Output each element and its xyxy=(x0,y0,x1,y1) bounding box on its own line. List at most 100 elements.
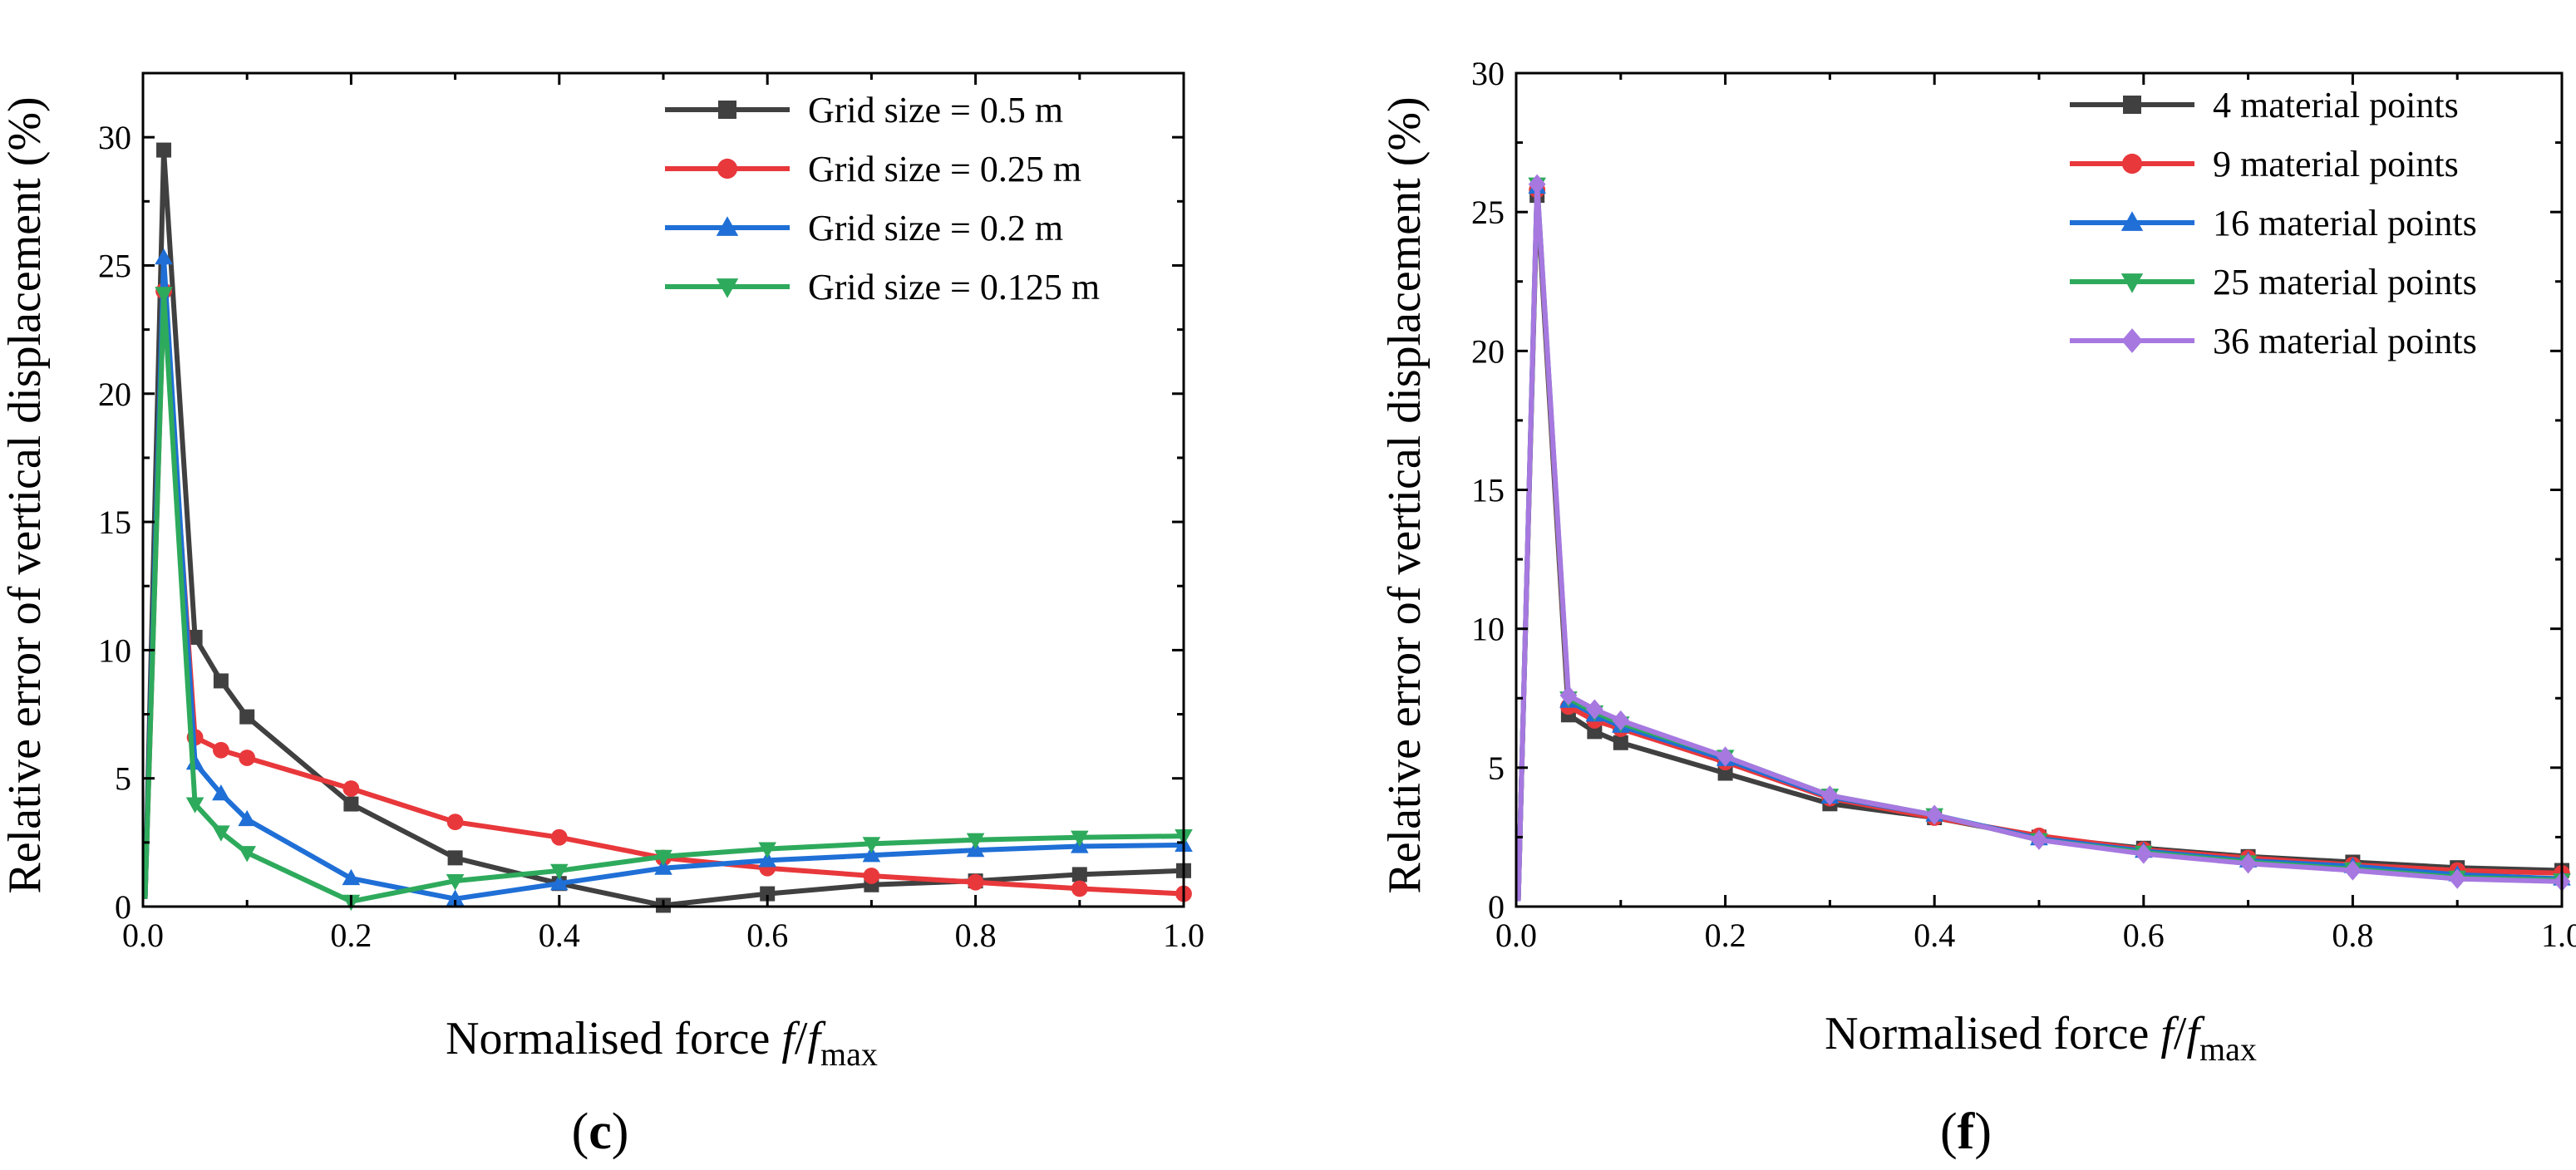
chart-c-point-grid-size-0-125-m xyxy=(155,287,173,303)
chart-f-x-tick-label: 0.2 xyxy=(1705,917,1746,954)
chart-f-x-axis-title: Normalised force f/fmax xyxy=(1825,1008,2257,1068)
chart-c-point-grid-size-0-2-m xyxy=(550,873,569,891)
chart-f-legend-label-16-material-points: 16 material points xyxy=(2213,203,2477,243)
chart-c-ticks: 0.0 0.2 0.4 0.6 0.8 1.0 0 5 10 15 20 25 30 xyxy=(98,71,1204,954)
chart-c-point-grid-size-0-125-m xyxy=(758,842,776,858)
chart-f-point-36-material-points xyxy=(1612,710,1630,731)
chart-c-point-grid-size-0-125-m xyxy=(550,863,569,881)
chart-c-x-title-sub: max xyxy=(820,1035,878,1073)
chart-c-legend-marker-grid-size-0-5-m xyxy=(718,101,736,119)
chart-c-point-grid-size-0-25-m xyxy=(342,780,360,797)
chart-c-x-tick-label: 0.6 xyxy=(746,917,788,954)
chart-f-panel-close: ) xyxy=(1974,1104,1992,1160)
chart-c-legend-label-grid-size-0-2-m: Grid size = 0.2 m xyxy=(808,208,1063,248)
chart-c-x-title-prefix: Normalised force xyxy=(446,1013,781,1064)
chart-f-x-tick-label: 0.4 xyxy=(1914,917,1955,954)
chart-c-panel-letter: c xyxy=(589,1104,612,1160)
chart-c-point-grid-size-0-125-m xyxy=(238,846,256,863)
chart-f-y-tick-label: 25 xyxy=(1471,194,1505,231)
chart-c-x-title-slash: / xyxy=(795,1013,808,1064)
chart-c-y-tick-label: 25 xyxy=(98,247,131,284)
chart-c-point-grid-size-0-125-m xyxy=(654,849,672,867)
chart-c-point-grid-size-0-5-m xyxy=(213,673,229,689)
chart-c-series-line-grid-size-0-2-m xyxy=(142,255,1185,902)
chart-c-y-tick-label: 20 xyxy=(98,376,131,413)
chart-c-point-grid-size-0-5-m xyxy=(343,796,359,812)
chart-c-point-grid-size-0-5-m xyxy=(156,142,172,158)
chart-c-legend-label-grid-size-0-25-m: Grid size = 0.25 m xyxy=(808,149,1081,189)
chart-f-x-tick-label: 0.8 xyxy=(2332,917,2373,954)
chart-f-y-tick-label: 30 xyxy=(1471,55,1505,92)
chart-c-point-grid-size-0-2-m xyxy=(758,851,776,868)
chart-c-plot-frame xyxy=(141,71,1185,908)
chart-c-x-axis-title: Normalised force f/fmax xyxy=(446,1013,878,1073)
chart-f-point-36-material-points xyxy=(1821,785,1839,806)
chart-c-x-tick-label: 1.0 xyxy=(1163,917,1204,954)
chart-c-panel-open: ( xyxy=(572,1104,589,1160)
chart-f-legend-marker-36-material-points xyxy=(2121,328,2143,353)
chart-c-legend-marker-grid-size-0-25-m xyxy=(717,158,738,179)
chart-c-point-grid-size-0-5-m xyxy=(187,629,203,645)
chart-c-x-tick-label: 0.2 xyxy=(330,917,372,954)
chart-f-panel-open: ( xyxy=(1940,1104,1958,1160)
chart-f-y-tick-label: 20 xyxy=(1471,332,1505,370)
chart-c-legend-marker-grid-size-0-2-m xyxy=(716,216,739,236)
chart-c-point-grid-size-0-2-m xyxy=(238,809,256,827)
chart-f-point-36-material-points xyxy=(1528,174,1546,194)
chart-c-panel-close: ) xyxy=(612,1104,629,1160)
chart-c-legend-label-grid-size-0-125-m: Grid size = 0.125 m xyxy=(808,267,1100,307)
chart-panel-c: 0.0 0.2 0.4 0.6 0.8 1.0 0 5 10 15 20 25 30 Grid size… xyxy=(0,71,1204,1160)
chart-c-point-grid-size-0-5-m xyxy=(760,886,776,902)
chart-c-point-grid-size-0-25-m xyxy=(863,868,880,884)
chart-c-series-line-grid-size-0-5-m xyxy=(142,147,1185,908)
chart-c-point-grid-size-0-5-m xyxy=(447,850,463,866)
chart-f-legend-marker-4-material-points xyxy=(2123,96,2141,114)
chart-f-point-36-material-points xyxy=(1717,746,1734,767)
chart-f-legend-label-25-material-points: 25 material points xyxy=(2213,262,2477,302)
chart-c-point-grid-size-0-2-m xyxy=(155,248,173,265)
chart-f-y-tick-label: 5 xyxy=(1488,750,1505,787)
chart-c-series-line-grid-size-0-125-m xyxy=(142,291,1185,904)
chart-c-point-grid-size-0-25-m xyxy=(1071,880,1088,897)
chart-f-point-4-material-points xyxy=(1587,724,1603,740)
chart-c-point-grid-size-0-25-m xyxy=(213,741,229,759)
chart-f-point-4-material-points xyxy=(1613,735,1628,750)
chart-c-point-grid-size-0-5-m xyxy=(1071,867,1087,882)
chart-c-marks xyxy=(142,142,1193,913)
chart-c-x-tick-label: 0.4 xyxy=(539,917,580,954)
chart-f-point-36-material-points xyxy=(2448,868,2466,889)
chart-f-ticks: 0.0 0.2 0.4 0.6 0.8 1.0 0 5 10 15 20 25 30 xyxy=(1471,55,2576,954)
chart-c-point-grid-size-0-25-m xyxy=(239,750,256,766)
chart-c-point-grid-size-0-2-m xyxy=(446,889,465,906)
chart-f-marks xyxy=(1515,174,2571,902)
chart-c-y-tick-label: 0 xyxy=(115,888,131,926)
chart-f-legend-marker-16-material-points xyxy=(2120,211,2144,231)
chart-f-plot-frame xyxy=(1515,71,2564,908)
chart-c-legend-label-grid-size-0-5-m: Grid size = 0.5 m xyxy=(808,90,1063,130)
chart-f-point-36-material-points xyxy=(2030,829,2048,850)
chart-c-point-grid-size-0-2-m xyxy=(342,868,361,886)
chart-panel-f: 0.0 0.2 0.4 0.6 0.8 1.0 0 5 10 15 20 25 30 4 materia… xyxy=(1379,55,2576,1160)
chart-c-point-grid-size-0-125-m xyxy=(1071,830,1089,847)
chart-f-x-tick-label: 0.6 xyxy=(2123,917,2165,954)
chart-f-x-tick-label: 0.0 xyxy=(1495,917,1537,954)
chart-f-legend-label-4-material-points: 4 material points xyxy=(2213,85,2459,125)
chart-f-legend-label-36-material-points: 36 material points xyxy=(2213,321,2477,361)
chart-f-panel-label: (f) xyxy=(1940,1104,1992,1160)
chart-c-y-tick-label: 10 xyxy=(98,632,131,669)
chart-c-x-tick-label: 0.8 xyxy=(955,917,997,954)
chart-f-point-36-material-points xyxy=(2135,843,2153,864)
chart-f-point-36-material-points xyxy=(1586,699,1603,720)
chart-f-x-title-slash: / xyxy=(2174,1008,2187,1059)
chart-c-point-grid-size-0-25-m xyxy=(967,873,984,891)
chart-f-x-tick-label: 1.0 xyxy=(2541,917,2576,954)
chart-c-x-tick-label: 0.0 xyxy=(122,917,164,954)
chart-f-point-4-material-points xyxy=(1717,765,1733,781)
chart-c-point-grid-size-0-125-m xyxy=(862,837,881,853)
chart-c-point-grid-size-0-25-m xyxy=(446,814,464,831)
chart-c-point-grid-size-0-2-m xyxy=(862,846,881,863)
chart-f-y-tick-label: 0 xyxy=(1488,888,1505,926)
chart-c-series-line-grid-size-0-25-m xyxy=(142,288,1185,899)
chart-f-point-36-material-points xyxy=(2344,860,2362,881)
chart-c-point-grid-size-0-2-m xyxy=(212,784,230,801)
